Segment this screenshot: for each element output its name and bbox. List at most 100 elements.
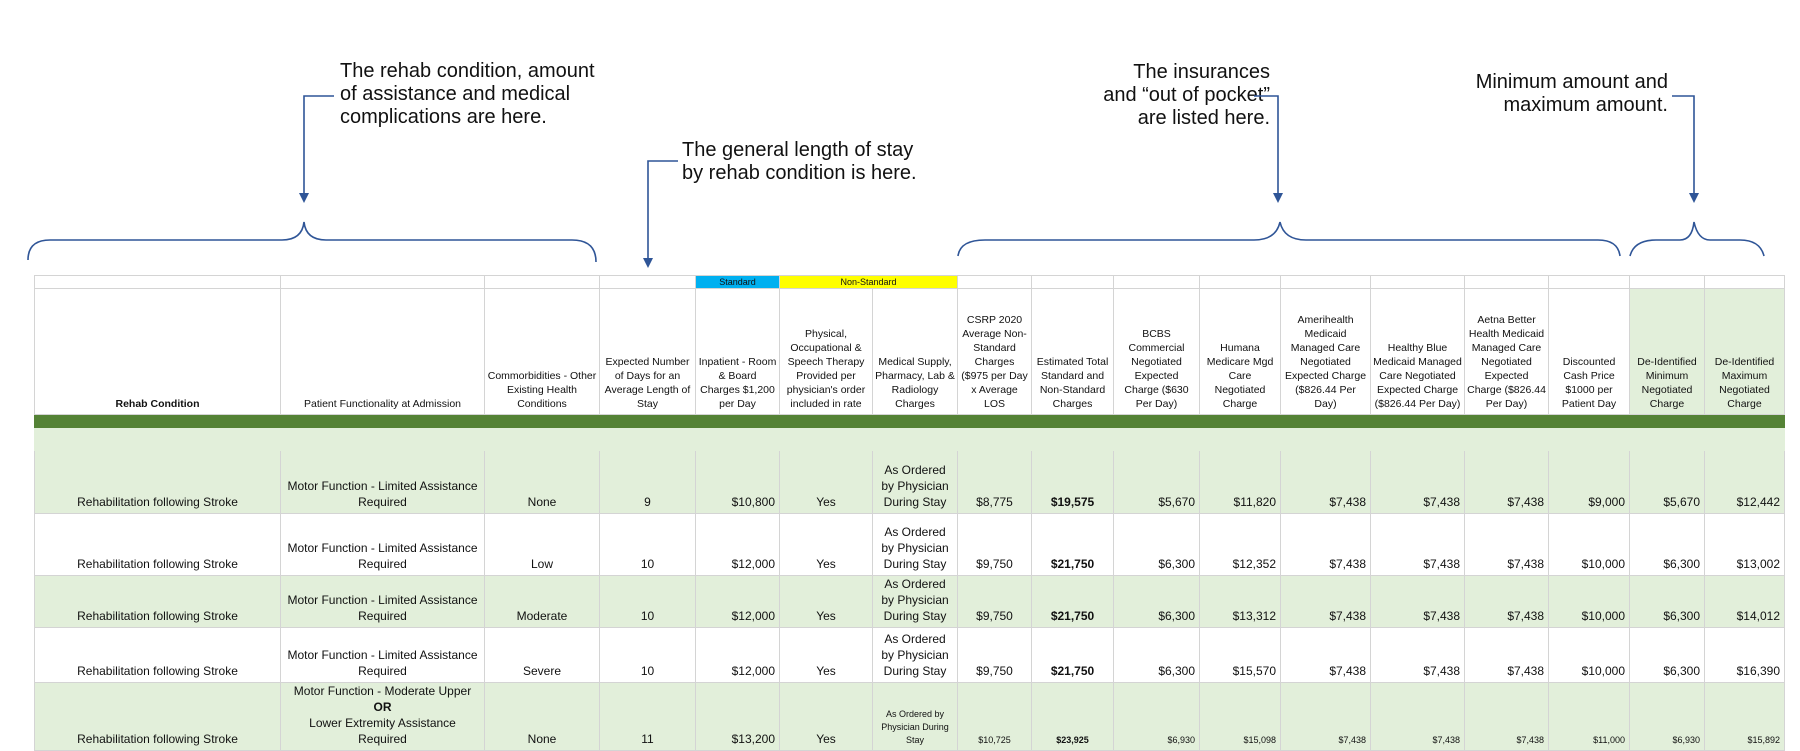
cell-bcbs: $5,670: [1113, 450, 1201, 514]
col-header: CSRP 2020 Average Non-Standard Charges (…: [957, 288, 1033, 415]
connector-minmax: [1672, 95, 1699, 203]
cell-bcbs: $6,300: [1113, 627, 1201, 683]
col-header: Estimated Total Standard and Non-Standar…: [1031, 288, 1115, 415]
cell-csrp: $9,750: [957, 627, 1033, 683]
cell-humana: $13,312: [1199, 575, 1282, 628]
cell-max: $13,002: [1704, 513, 1786, 576]
table-row: Rehabilitation following Stroke Motor Fu…: [34, 627, 1786, 683]
col-header: Discounted Cash Price $1000 per Patient …: [1548, 288, 1631, 415]
cell-room-board: $12,000: [695, 513, 780, 576]
col-header: Physical, Occupational & Speech Therapy …: [779, 288, 873, 415]
cell-functionality: Motor Function - Moderate Upper OR Lower …: [280, 682, 485, 751]
cell-bcbs: $6,930: [1113, 682, 1201, 751]
cell-supply: As Ordered by Physician During Stay: [871, 575, 959, 628]
cell-condition: Rehabilitation following Stroke: [34, 575, 281, 628]
header-divider: [33, 414, 1786, 428]
cell-functionality: Motor Function - Limited Assistance Requ…: [280, 513, 485, 576]
cell-comorbidities: None: [484, 450, 600, 514]
cell-humana: $12,352: [1199, 513, 1282, 576]
column-header-row: Rehab Condition Patient Functionality at…: [34, 288, 1786, 415]
cell-condition: Rehabilitation following Stroke: [34, 450, 281, 514]
cell-amerihealth: $7,438: [1280, 575, 1372, 628]
blank-cell: [1113, 275, 1201, 289]
non-standard-label: Non-Standard: [778, 275, 959, 289]
blank-cell: [1280, 275, 1372, 289]
cell-max: $16,390: [1704, 627, 1786, 683]
cell-csrp: $10,725: [957, 682, 1033, 751]
cell-cash: $11,000: [1548, 682, 1631, 751]
cell-supply: As Ordered by Physician During Stay: [871, 513, 959, 576]
blank-cell: [1464, 275, 1550, 289]
cell-total: $21,750: [1031, 627, 1115, 683]
blank-cell: [1370, 275, 1466, 289]
cell-min: $6,300: [1629, 575, 1706, 628]
cell-room-board: $10,800: [695, 450, 780, 514]
cell-comorbidities: None: [484, 682, 600, 751]
rate-type-row: Standard Non-Standard: [34, 275, 1786, 289]
table-row: Rehabilitation following Stroke Motor Fu…: [34, 575, 1786, 628]
cell-healthy-blue: $7,438: [1370, 682, 1466, 751]
functionality-or: OR: [373, 700, 392, 714]
cell-condition: Rehabilitation following Stroke: [34, 682, 281, 751]
cell-comorbidities: Moderate: [484, 575, 600, 628]
col-header: Healthy Blue Medicaid Managed Care Negot…: [1370, 288, 1466, 415]
cell-healthy-blue: $7,438: [1370, 513, 1466, 576]
functionality-text: Motor Function - Moderate Upper: [293, 684, 472, 698]
cell-csrp: $9,750: [957, 513, 1033, 576]
cell-condition: Rehabilitation following Stroke: [34, 513, 281, 576]
cell-days: 10: [599, 513, 696, 576]
cell-aetna: $7,438: [1464, 450, 1550, 514]
cell-functionality: Motor Function - Limited Assistance Requ…: [280, 627, 485, 683]
cell-therapy: Yes: [779, 513, 873, 576]
functionality-text: Lower Extremity Assistance Required: [309, 716, 456, 746]
col-header: Aetna Better Health Medicaid Managed Car…: [1464, 288, 1550, 415]
cell-supply: As Ordered by Physician During Stay: [871, 450, 959, 514]
cell-amerihealth: $7,438: [1280, 682, 1372, 751]
cell-aetna: $7,438: [1464, 627, 1550, 683]
col-header-min: De-Identified Minimum Negotiated Charge: [1629, 288, 1706, 415]
cell-days: 11: [599, 682, 696, 751]
cell-humana: $11,820: [1199, 450, 1282, 514]
cell-total: $21,750: [1031, 575, 1115, 628]
cell-total: $19,575: [1031, 450, 1115, 514]
blank-cell: [280, 275, 485, 289]
cell-days: 10: [599, 627, 696, 683]
spacer-row: [33, 427, 1786, 451]
connector-los: [643, 160, 678, 268]
callout-length-of-stay: The general length of stay by rehab cond…: [682, 139, 917, 184]
connector-insurances: [1254, 95, 1283, 203]
connector-rehab: [299, 95, 334, 203]
cell-cash: $10,000: [1548, 627, 1631, 683]
cell-csrp: $8,775: [957, 450, 1033, 514]
col-header: Amerihealth Medicaid Managed Care Negoti…: [1280, 288, 1372, 415]
cell-total: $21,750: [1031, 513, 1115, 576]
cell-condition: Rehabilitation following Stroke: [34, 627, 281, 683]
blank-cell: [1629, 275, 1706, 289]
col-header-max: De-Identified Maximum Negotiated Charge: [1704, 288, 1786, 415]
cell-bcbs: $6,300: [1113, 513, 1201, 576]
cell-therapy: Yes: [779, 575, 873, 628]
cell-min: $6,300: [1629, 627, 1706, 683]
blank-cell: [1199, 275, 1282, 289]
col-header: Expected Number of Days for an Average L…: [599, 288, 696, 415]
col-header: Medical Supply, Pharmacy, Lab & Radiolog…: [871, 288, 959, 415]
cell-min: $6,930: [1629, 682, 1706, 751]
cell-therapy: Yes: [779, 627, 873, 683]
cell-humana: $15,098: [1199, 682, 1282, 751]
col-header: BCBS Commercial Negotiated Expected Char…: [1113, 288, 1201, 415]
cell-days: 10: [599, 575, 696, 628]
cell-healthy-blue: $7,438: [1370, 575, 1466, 628]
cell-max: $12,442: [1704, 450, 1786, 514]
cell-room-board: $12,000: [695, 627, 780, 683]
cell-days: 9: [599, 450, 696, 514]
cell-amerihealth: $7,438: [1280, 450, 1372, 514]
cell-max: $14,012: [1704, 575, 1786, 628]
table-row: Rehabilitation following Stroke Motor Fu…: [34, 450, 1786, 514]
col-header: Humana Medicare Mgd Care Negotiated Char…: [1199, 288, 1282, 415]
blank-cell: [484, 275, 600, 289]
col-header: Commorbidities - Other Existing Health C…: [484, 288, 600, 415]
callout-min-max: Minimum amount and maximum amount.: [1475, 71, 1668, 116]
cell-amerihealth: $7,438: [1280, 513, 1372, 576]
cell-aetna: $7,438: [1464, 682, 1550, 751]
